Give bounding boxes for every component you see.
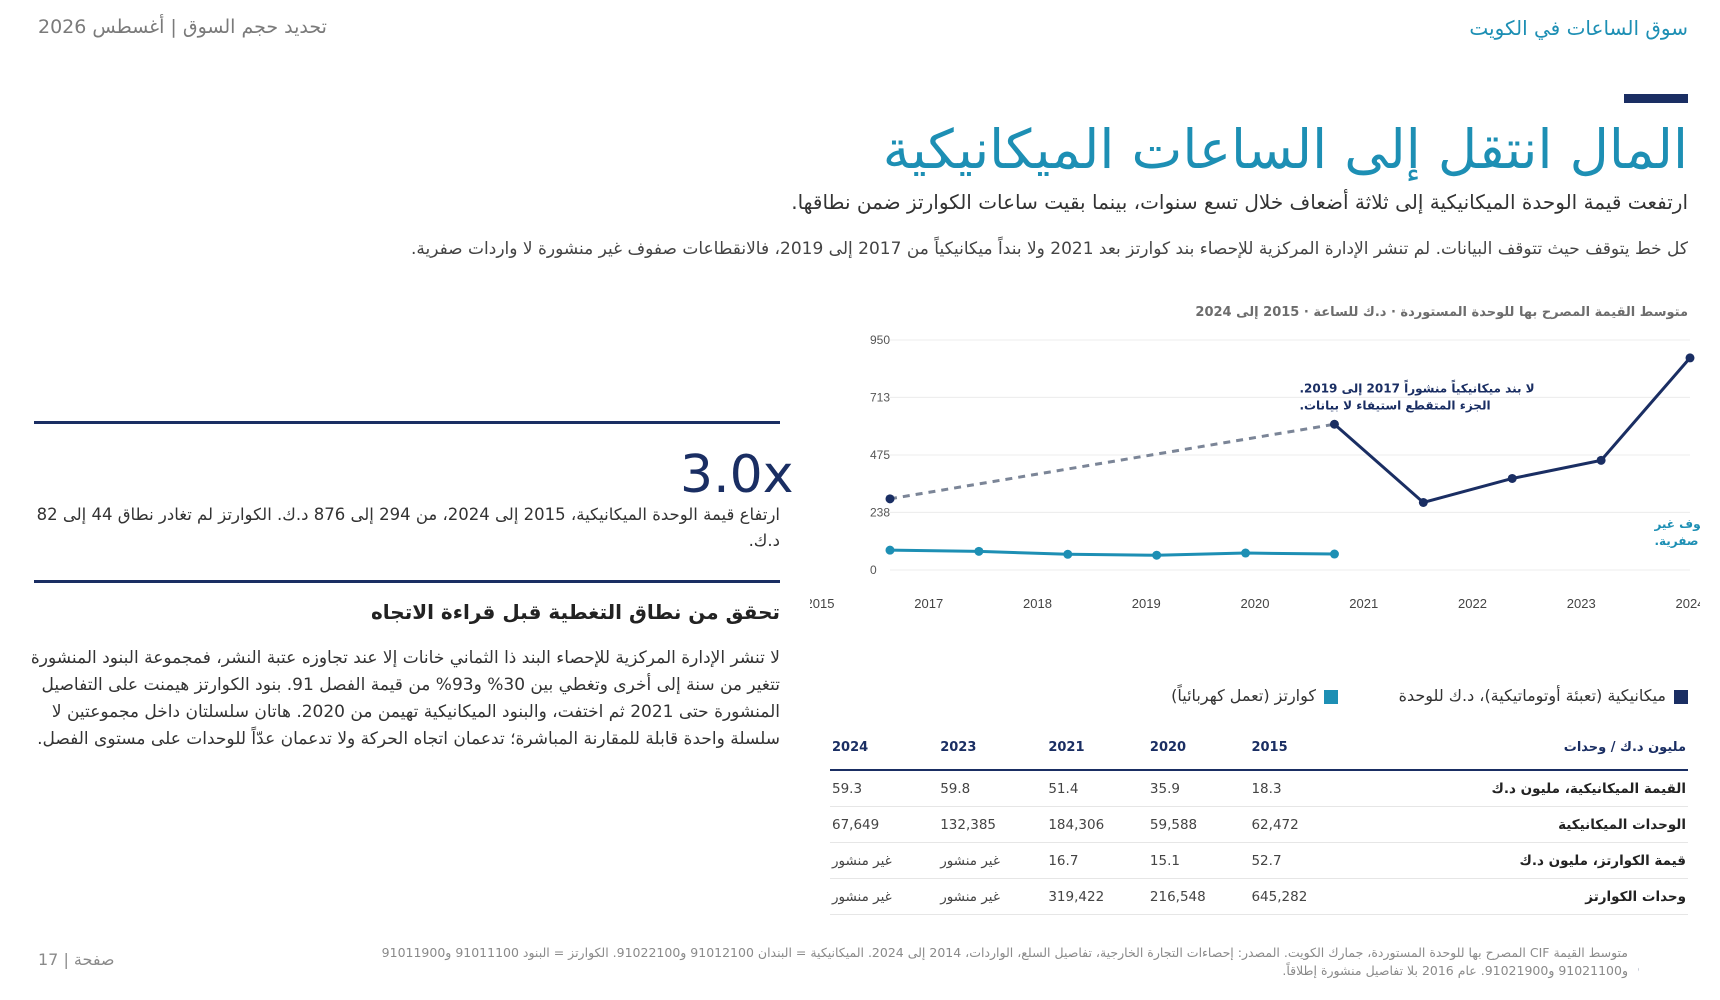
y-tick-label: 238: [870, 505, 890, 519]
quartz-data-point: [885, 545, 895, 555]
price-per-unit-chart: 0 238 475 713 950 2015 2017 2018 2019 2020 2021 20…: [810, 333, 1700, 611]
table-cell: غير منشور: [830, 878, 939, 915]
table-header: 2024: [832, 739, 869, 755]
page-subtitle: ارتفعت قيمة الوحدة الميكانيكية إلى ثلاثة…: [791, 190, 1688, 214]
legend-mechanical-swatch: [1674, 689, 1688, 704]
data-table: مليون د.ك / وحدات 2015 2020 2021 2023 20…: [830, 725, 1688, 915]
quartz-gap-annotation: منشورة، لا واردات صفرية.: [1654, 534, 1700, 549]
mechanical-data-point: [1596, 455, 1606, 465]
kpi-top-rule: [34, 421, 780, 424]
mechanical-interpolated-segment: [889, 422, 1335, 501]
x-tick-label: 2023: [1567, 596, 1596, 611]
mechanical-gap-annotation: الجزء المتقطع استيفاء لا بيانات.: [1299, 398, 1490, 412]
mechanical-data-point: [1418, 497, 1428, 507]
x-tick-label: 2021: [1349, 596, 1378, 611]
table-cell: الوحدات الميكانيكية: [1351, 806, 1688, 843]
y-tick-label: 0: [870, 563, 877, 577]
table-cell: القيمة الميكانيكية، مليون د.ك: [1351, 770, 1688, 807]
legend-quartz-swatch: [1324, 689, 1338, 704]
table-cell: 15.1: [1147, 842, 1250, 879]
quartz-data-point: [1152, 550, 1162, 560]
title-accent-bar: [1624, 94, 1688, 103]
mechanical-gap-annotation: لا بند ميكانيكياً منشوراً 2017 إلى 2019.: [1299, 380, 1534, 397]
table-cell: 59.3: [830, 770, 939, 807]
x-tick-label: 2018: [1023, 596, 1052, 611]
table-cell: 16.7: [1046, 842, 1148, 879]
section-body: لا تنشر الإدارة المركزية للإحصاء البند ذ…: [30, 648, 780, 749]
table-cell: 52.7: [1249, 842, 1352, 879]
page-number: صفحة | 17: [38, 950, 115, 969]
section-heading: تحقق من نطاق التغطية قبل قراءة الاتجاه: [370, 600, 780, 624]
legend-quartz-label: كوارتز (تعمل كهربائياً): [1171, 686, 1316, 705]
table-cell: غير منشور: [830, 842, 939, 879]
table-cell: 35.9: [1147, 770, 1250, 807]
data-note: كل خط يتوقف حيث تتوقف البيانات. لم تنشر …: [410, 239, 1688, 259]
table-cell: وحدات الكوارتز: [1351, 878, 1688, 915]
table-cell: 51.4: [1046, 770, 1148, 807]
table-header: 2020: [1149, 739, 1187, 755]
table-cell: 59.8: [938, 770, 1047, 807]
y-tick-label: 950: [870, 333, 890, 347]
quartz-data-point: [1063, 549, 1073, 559]
section-rule: [34, 580, 780, 583]
table-cell: 59,588: [1147, 806, 1250, 843]
kpi-description: ارتفاع قيمة الوحدة الميكانيكية، 2015 إلى…: [36, 505, 780, 550]
x-tick-label: 2022: [1458, 596, 1487, 611]
table-header: 2015: [1251, 739, 1288, 755]
x-tick-label: 2024: [1676, 596, 1700, 611]
mechanical-data-point: [1507, 473, 1517, 483]
kpi-value: 3.0x: [680, 445, 794, 505]
y-tick-label: 713: [870, 390, 890, 404]
x-tick-label: 2017: [914, 596, 943, 611]
x-tick-label: 2015: [810, 596, 834, 611]
table-cell: 645,282: [1249, 878, 1352, 915]
report-meta: تحديد حجم السوق | أغسطس 2026: [38, 16, 327, 38]
mechanical-data-point: [1329, 419, 1339, 429]
quartz-series-line: [889, 548, 1335, 557]
legend-mechanical-label: ميكانيكية (تعبئة أوتوماتيكية)، د.ك للوحد…: [1398, 686, 1666, 705]
legend-mechanical: ميكانيكية (تعبئة أوتوماتيكية)، د.ك للوحد…: [1399, 686, 1688, 705]
table-header: 2023: [940, 739, 977, 755]
table-cell: 216,548: [1147, 878, 1250, 915]
table-header: مليون د.ك / وحدات: [1563, 739, 1686, 755]
quartz-data-point: [974, 546, 984, 556]
table-cell: 132,385: [938, 806, 1047, 843]
table-cell: غير منشور: [938, 878, 1047, 915]
legend-quartz: كوارتز (تعمل كهربائياً): [1171, 686, 1338, 705]
y-tick-label: 475: [870, 448, 890, 462]
table-cell: قيمة الكوارتز، مليون د.ك: [1351, 842, 1688, 879]
table-cell: 67,649: [830, 806, 939, 843]
mechanical-data-point: [1685, 353, 1695, 363]
brand-logo-text: AB: [1638, 946, 1640, 984]
table-row: قيمة الكوارتز، مليون د.ك 52.7 15.1 16.7 …: [830, 842, 1688, 879]
table-row: وحدات الكوارتز 645,282 216,548 319,422 غ…: [830, 878, 1688, 915]
source-footnote: متوسط القيمة CIF المصرح بها للوحدة المست…: [381, 945, 1628, 978]
mechanical-data-point: [885, 494, 895, 504]
table-cell: 62,472: [1249, 806, 1352, 843]
table-row: القيمة الميكانيكية، مليون د.ك 18.3 35.9 …: [830, 770, 1688, 807]
table-cell: غير منشور: [938, 842, 1047, 879]
brand-logo: AB: [1638, 946, 1640, 984]
table-cell: 18.3: [1249, 770, 1352, 807]
x-tick-label: 2019: [1132, 596, 1161, 611]
report-title: سوق الساعات في الكويت: [1469, 16, 1688, 40]
page-title: المال انتقل إلى الساعات الميكانيكية: [882, 118, 1688, 181]
quartz-gap-annotation: لا بند كوارتز منشوراً بعد 2021. صفوف غير: [1653, 516, 1700, 533]
table-cell: 184,306: [1046, 806, 1148, 843]
quartz-data-point: [1241, 548, 1251, 558]
quartz-data-point: [1329, 549, 1339, 559]
chart-title: متوسط القيمة المصرح بها للوحدة المستوردة…: [1195, 305, 1688, 320]
x-tick-label: 2020: [1241, 596, 1270, 611]
table-row: الوحدات الميكانيكية 62,472 59,588 184,30…: [830, 806, 1688, 843]
table-header-row: مليون د.ك / وحدات 2015 2020 2021 2023 20…: [830, 725, 1688, 770]
table-header: 2021: [1048, 739, 1085, 755]
table-cell: 319,422: [1046, 878, 1148, 915]
